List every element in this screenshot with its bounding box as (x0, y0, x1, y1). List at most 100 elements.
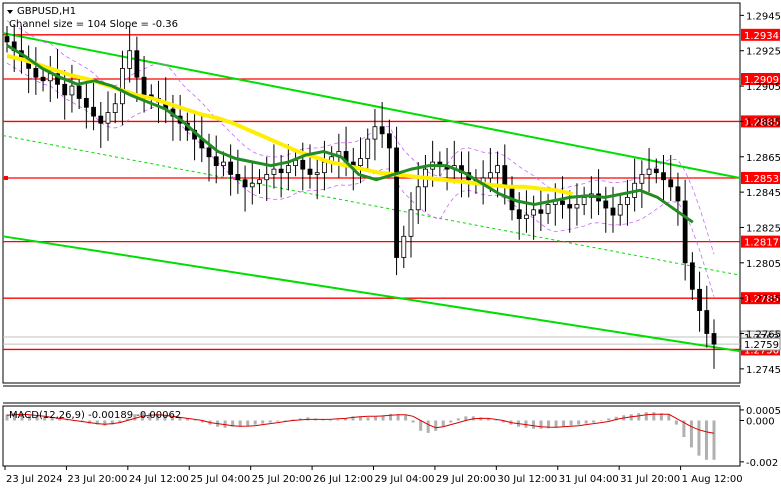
candle-body (264, 174, 270, 181)
level-tag-label: 1.2909 (744, 75, 779, 86)
macd-hist-bar (133, 414, 137, 421)
candle-body (285, 165, 291, 174)
dropdown-arrow-icon[interactable] (7, 10, 13, 14)
x-tick-label: 31 Jul 04:00 (559, 474, 619, 485)
candle-body (668, 179, 674, 188)
level-marker (4, 175, 8, 180)
macd-hist-bar (464, 416, 468, 421)
price-tick-label: 1.2785 (746, 294, 781, 305)
candle-body (646, 168, 652, 175)
macd-hist-bar (268, 420, 272, 423)
candle-body (206, 147, 212, 158)
x-tick-label: 1 Aug 12:00 (682, 474, 743, 485)
macd-hist-bar (697, 420, 701, 456)
macd-hist-bar (238, 420, 242, 427)
x-tick-label: 25 Jul 04:00 (190, 474, 250, 485)
candle-body (675, 186, 681, 202)
candle-body (617, 204, 623, 216)
candle-body (55, 73, 60, 85)
candle-body (257, 179, 262, 184)
macd-hist-bar (584, 420, 588, 424)
level-tag-label: 1.2756 (744, 345, 779, 356)
channel-indicator-label: Channel size = 104 Slope = -0.36 (9, 19, 178, 30)
candle-body (307, 168, 313, 175)
candle-body (141, 76, 147, 96)
macd-hist-bar (456, 418, 460, 421)
macd-hist-bar (381, 415, 385, 421)
candle-body (394, 147, 399, 258)
channel-mid-line (2, 135, 741, 276)
candle-body (711, 333, 717, 345)
level-tag (741, 73, 780, 85)
candle-body (603, 200, 609, 209)
candle-body (112, 103, 118, 113)
macd-hist-bar (426, 420, 430, 433)
macd-hist-bar (629, 414, 633, 421)
candle-body (322, 161, 327, 174)
channel-lower-line (2, 235, 741, 353)
candle-body (415, 186, 421, 211)
candle-body (235, 174, 241, 181)
level-tag-label: 1.2934 (744, 31, 779, 42)
candle-body (379, 126, 385, 135)
macd-hist-bar (125, 418, 129, 421)
macd-hist-bar (35, 416, 39, 421)
macd-hist-bar (652, 412, 656, 421)
candle-body (574, 204, 580, 209)
macd-hist-bar (95, 420, 99, 425)
macd-label: MACD(12,26,9) -0.00189 -0.00062 (9, 410, 181, 421)
level-tag (741, 28, 780, 41)
macd-hist-bar (404, 415, 408, 421)
macd-hist-bar (253, 420, 257, 425)
price-tick-label: 1.2865 (746, 153, 781, 164)
candle-body (228, 161, 234, 175)
macd-hist-bar (449, 420, 453, 423)
candle-body (697, 288, 702, 311)
macd-hist-bar (343, 418, 347, 421)
candle-body (314, 172, 320, 175)
candle-body (495, 165, 500, 174)
envelope-lower (6, 62, 715, 297)
price-pane-frame (2, 2, 741, 384)
macd-hist-bar (186, 418, 190, 421)
candle-body (653, 168, 659, 174)
level-tag (741, 115, 780, 128)
candle-body (386, 133, 392, 149)
level-tag-label: 1.2853 (744, 174, 779, 185)
macd-hist-bar (231, 420, 235, 427)
macd-hist-bar (155, 414, 159, 421)
macd-signal-line (6, 413, 715, 434)
level-tag-label: 1.2817 (744, 238, 779, 249)
x-tick-label: 26 Jul 12:00 (313, 474, 373, 485)
macd-hist-bar (441, 420, 445, 427)
macd-hist-bar (569, 420, 573, 426)
candle-body (531, 209, 537, 216)
price-tick-label: 1.2745 (746, 365, 781, 376)
candle-body (581, 197, 587, 205)
macd-hist-bar (201, 420, 205, 423)
macd-hist-bar (351, 416, 355, 421)
macd-hist-bar (396, 414, 400, 421)
macd-hist-bar (148, 413, 152, 421)
macd-hist-bar (276, 420, 280, 422)
price-tick-label: 1.2765 (746, 330, 781, 341)
level-tag (741, 292, 780, 305)
x-tick-label: 25 Jul 20:00 (252, 474, 312, 485)
candle-body (516, 209, 522, 220)
channel-upper-line (2, 32, 741, 179)
price-tag-label: 1.2759 (744, 340, 779, 351)
macd-hist-bar (163, 415, 167, 421)
macd-hist-bar (178, 417, 182, 421)
candle-body (83, 98, 89, 108)
macd-hist-bar (28, 415, 32, 421)
candle-body (76, 85, 82, 99)
macd-hist-bar (577, 420, 581, 425)
macd-hist-bar (170, 416, 174, 421)
candle-body (704, 310, 710, 334)
macd-hist-bar (501, 420, 505, 423)
macd-hist-bar (291, 419, 295, 421)
macd-hist-bar (554, 420, 558, 428)
level-tag (741, 235, 780, 248)
candle-body (134, 50, 140, 78)
